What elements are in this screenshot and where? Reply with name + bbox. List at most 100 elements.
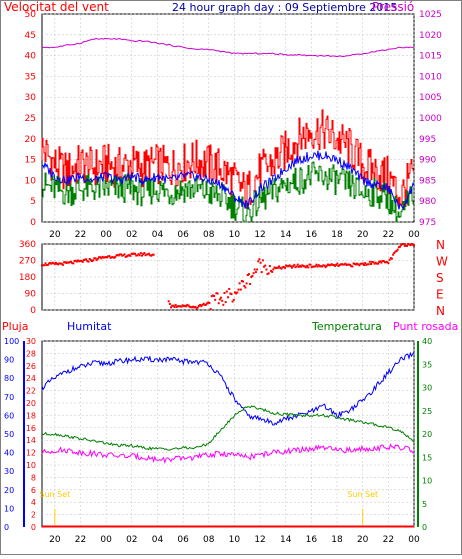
humidity-tick-label: 40 <box>4 449 14 458</box>
direction-point <box>147 252 150 255</box>
direction-point <box>397 246 400 249</box>
direction-point <box>395 250 398 252</box>
direction-point <box>267 272 270 275</box>
direction-point <box>406 244 408 247</box>
direction-point <box>189 306 192 309</box>
direction-point <box>366 263 369 266</box>
direction-point <box>151 253 154 256</box>
dir-tick-label: 360 <box>19 240 36 250</box>
wind-tick-label: 10 <box>25 176 37 186</box>
direction-point <box>288 264 291 267</box>
direction-point <box>265 268 268 271</box>
wind-time-label: 20 <box>49 230 61 240</box>
temperature-tick-label: 30 <box>422 384 432 393</box>
direction-point <box>240 280 243 282</box>
direction-point <box>91 260 93 262</box>
direction-point <box>199 304 202 306</box>
direction-point <box>109 256 112 259</box>
direction-point <box>231 300 234 303</box>
direction-point <box>145 253 148 256</box>
direction-point <box>152 253 155 256</box>
wind-time-label: 16 <box>306 230 318 240</box>
direction-point <box>131 253 134 255</box>
direction-point <box>387 262 390 265</box>
wind-tick-label: 20 <box>25 135 37 145</box>
direction-point <box>260 271 263 274</box>
direction-point <box>360 262 363 265</box>
direction-point <box>132 252 135 255</box>
pressure-tick-label: 1015 <box>419 52 442 62</box>
direction-point <box>388 258 391 261</box>
direction-point <box>400 244 403 246</box>
direction-point <box>266 273 269 276</box>
direction-point <box>117 254 120 257</box>
rain-tick-label: 0 <box>31 523 36 532</box>
direction-point <box>282 265 285 268</box>
humidity-series <box>41 351 415 426</box>
direction-point <box>206 302 209 305</box>
direction-point <box>286 265 289 268</box>
rain-tick-label: 30 <box>26 337 36 346</box>
direction-point <box>328 264 331 267</box>
rain-tick-label: 16 <box>26 424 36 433</box>
humidity-tick-label: 70 <box>4 393 14 402</box>
direction-point <box>61 263 64 266</box>
direction-point <box>314 265 317 268</box>
direction-point <box>358 264 361 267</box>
direction-point <box>340 263 343 266</box>
direction-point <box>259 261 262 264</box>
direction-point <box>64 261 67 264</box>
wind-time-label: 08 <box>203 230 215 240</box>
direction-point <box>359 262 362 265</box>
direction-point <box>392 253 395 256</box>
direction-point <box>289 265 292 268</box>
direction-point <box>310 266 313 269</box>
direction-point <box>352 262 355 265</box>
direction-point <box>137 253 140 256</box>
direction-point <box>393 251 396 254</box>
plot-layer: 5045403530252015105010251020101510101005… <box>4 10 448 545</box>
pressure-tick-label: 995 <box>419 135 436 145</box>
direction-point <box>102 256 105 259</box>
direction-point <box>247 273 250 275</box>
direction-point <box>368 260 371 263</box>
direction-point <box>202 302 205 305</box>
compass-label: S <box>436 271 444 285</box>
wind-time-label: 04 <box>152 230 164 240</box>
direction-point <box>321 265 324 268</box>
direction-point <box>52 262 55 265</box>
wind-speed-label: Velocitat del vent <box>4 0 109 14</box>
climate-time-label: 20 <box>49 535 61 545</box>
direction-point <box>63 261 66 264</box>
pressure-tick-label: 1020 <box>419 31 442 41</box>
direction-point <box>316 265 319 268</box>
compass-label: W <box>436 255 448 269</box>
direction-point <box>284 266 286 269</box>
direction-point <box>363 264 365 266</box>
direction-point <box>371 260 374 263</box>
direction-point <box>323 264 326 267</box>
direction-point <box>308 263 311 266</box>
direction-point <box>250 276 253 279</box>
rain-tick-label: 20 <box>26 399 36 408</box>
direction-point <box>114 256 117 259</box>
rain-tick-label: 4 <box>31 498 36 507</box>
direction-point <box>125 255 128 258</box>
direction-point <box>408 243 411 246</box>
direction-point <box>365 263 368 266</box>
direction-point <box>221 299 224 302</box>
wind-tick-label: 50 <box>25 10 37 20</box>
direction-point <box>309 263 312 266</box>
direction-point <box>357 263 360 266</box>
direction-point <box>407 243 410 245</box>
direction-point <box>197 304 200 307</box>
direction-point <box>171 304 174 307</box>
direction-point <box>275 266 278 269</box>
direction-point <box>343 263 346 266</box>
direction-point <box>220 296 222 299</box>
wind-tick-label: 15 <box>25 156 36 166</box>
direction-point <box>278 265 281 268</box>
direction-point <box>409 244 412 247</box>
direction-point <box>124 255 127 258</box>
direction-point <box>325 264 328 267</box>
